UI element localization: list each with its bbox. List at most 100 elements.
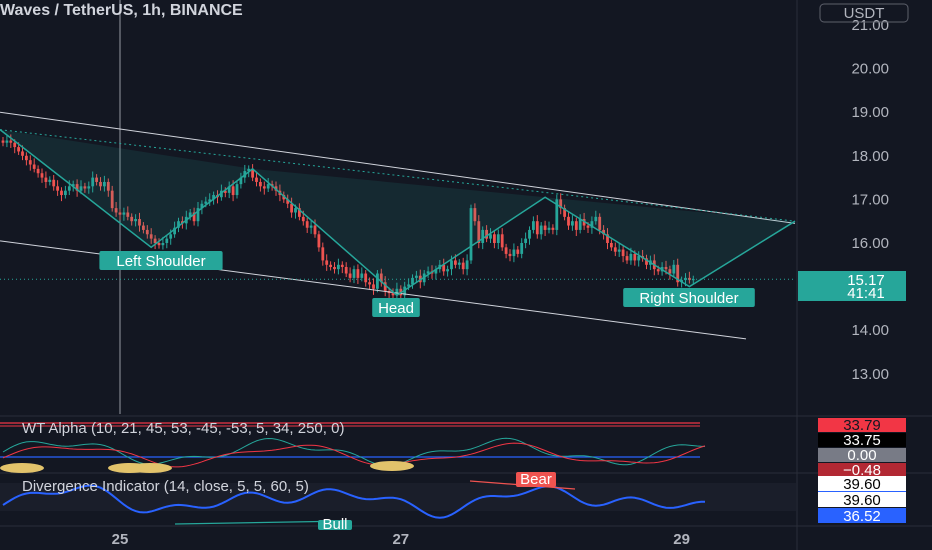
candle-body (44, 177, 48, 182)
y-tick-label: 18.00 (851, 148, 889, 165)
wt-alpha-params: (10, 21, 45, 53, -45, -53, 5, 34, 250, 0… (90, 420, 345, 437)
upper-trendline (0, 111, 796, 224)
candle-body (173, 227, 176, 235)
candle-body (95, 177, 98, 182)
candle-body (223, 190, 227, 193)
candle-body (539, 225, 543, 235)
y-tick-label: 16.00 (851, 235, 889, 252)
candle-body (67, 186, 71, 191)
candle-body (32, 164, 36, 169)
candle-body (372, 284, 375, 289)
candle-body (360, 273, 364, 278)
candle-body (145, 229, 149, 235)
candle-body (337, 264, 340, 270)
candle-body (485, 229, 488, 239)
candle-body (91, 177, 95, 187)
candle-body (578, 219, 582, 230)
candle-body (227, 186, 231, 193)
candle-body (153, 238, 157, 243)
candle-body (321, 247, 325, 261)
candle-body (633, 253, 637, 261)
wt-line-1 (2, 437, 706, 467)
candle-body (309, 225, 313, 228)
candle-body (28, 160, 32, 165)
current-price-tag (798, 271, 906, 301)
left-shoulder-label-bg (99, 251, 223, 270)
candle-body (9, 140, 13, 143)
candle-body (130, 216, 134, 222)
candle-body (383, 282, 387, 291)
candle-body (231, 186, 235, 196)
divergence-legend: Divergence Indicator (14, close, 5, 5, 6… (22, 478, 309, 495)
candle-body (512, 249, 516, 257)
candle-body (656, 269, 660, 272)
y-tick-label: 21.00 (851, 17, 889, 34)
candle-body (106, 181, 110, 191)
candle-body (532, 221, 535, 230)
candle-body (473, 208, 477, 222)
candle-body (551, 227, 555, 230)
div-value-tag (818, 476, 906, 491)
div-value-text: 36.52 (843, 508, 881, 525)
candle-body (368, 282, 371, 285)
candle-body (200, 203, 204, 209)
candle-body (493, 234, 496, 243)
bear-tag (516, 472, 556, 487)
candle-body (496, 234, 500, 243)
candle-body (247, 168, 251, 172)
candle-body (574, 221, 578, 230)
div-value-text: 39.60 (843, 476, 881, 493)
candle-body (555, 199, 559, 230)
candle-body (672, 264, 676, 274)
wt-blob (128, 463, 172, 473)
right-shoulder-label-bg (623, 288, 755, 307)
candle-body (138, 219, 141, 226)
div-value-tag (818, 492, 906, 507)
wt-alpha-legend: WT Alpha (10, 21, 45, 53, -45, -53, 5, 3… (22, 420, 344, 437)
candle-body (379, 273, 383, 283)
candle-body (114, 208, 118, 213)
wt-blob (0, 463, 44, 473)
candle-body (56, 186, 59, 191)
candle-body (691, 279, 695, 281)
candle-body (286, 199, 290, 204)
bear-label: Bear (520, 471, 552, 488)
candle-body (118, 212, 122, 215)
candle-body (524, 238, 527, 243)
y-tick-label: 20.00 (851, 61, 889, 78)
candle-body (352, 269, 356, 278)
candle-body (629, 253, 633, 261)
candle-body (450, 260, 453, 270)
candle-body (344, 266, 348, 274)
candle-body (684, 277, 687, 281)
candle-body (602, 229, 605, 235)
candle-body (340, 264, 344, 267)
candle-body (36, 168, 40, 174)
candle-body (239, 177, 243, 185)
candle-body (411, 277, 414, 285)
candle-body (582, 219, 586, 226)
currency-box (819, 3, 909, 23)
candle-body (504, 247, 508, 254)
candle-body (103, 181, 106, 187)
candle-body (87, 186, 91, 189)
candle-body (165, 238, 169, 243)
candle-body (676, 264, 680, 283)
candle-body (457, 262, 461, 265)
candle-body (301, 216, 305, 222)
candle-body (426, 271, 430, 274)
pattern-fill (0, 129, 795, 296)
candle-body (469, 208, 473, 261)
candle-body (266, 184, 270, 189)
divergence-params: (14, close, 5, 5, 60, 5) (163, 478, 309, 495)
candle-body (192, 212, 196, 222)
wt-value-text: −0.48 (843, 462, 881, 479)
wt-value-text: 33.79 (843, 417, 881, 434)
candle-body (110, 190, 114, 209)
candle-body (157, 243, 161, 246)
candle-body (208, 199, 212, 202)
head-label-bg (372, 298, 420, 317)
candle-body (543, 225, 547, 230)
left-shoulder-label: Left Shoulder (116, 253, 205, 270)
